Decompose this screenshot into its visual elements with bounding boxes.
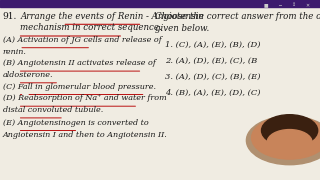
Text: 4. (B), (A), (E), (D), (C): 4. (B), (A), (E), (D), (C)	[165, 89, 260, 97]
Text: ✕: ✕	[306, 2, 310, 7]
Circle shape	[261, 115, 318, 146]
Text: (C) Fall in glomerular blood pressure.: (C) Fall in glomerular blood pressure.	[3, 83, 156, 91]
Text: (D) Reabsorption of Na⁺ and water from: (D) Reabsorption of Na⁺ and water from	[3, 94, 166, 102]
Circle shape	[246, 116, 320, 165]
Text: mechanism in correct sequence.: mechanism in correct sequence.	[20, 23, 162, 32]
Text: 3. (A), (D), (C), (B), (E): 3. (A), (D), (C), (B), (E)	[165, 73, 260, 81]
Text: ■: ■	[263, 2, 268, 7]
Text: ↕: ↕	[292, 2, 296, 7]
Text: (E) Angiotensinogen is converted to: (E) Angiotensinogen is converted to	[3, 119, 148, 127]
Text: given below.: given below.	[155, 24, 210, 33]
Circle shape	[267, 130, 312, 155]
Text: aldosterone.: aldosterone.	[3, 71, 53, 79]
Text: renin.: renin.	[3, 48, 27, 56]
Text: Arrange the events of Renin - Angiotensin: Arrange the events of Renin - Angiotensi…	[20, 12, 204, 21]
Text: distal convoluted tubule.: distal convoluted tubule.	[3, 106, 103, 114]
Text: (A) Activation of JG cells and release of: (A) Activation of JG cells and release o…	[3, 36, 161, 44]
Text: 1. (C), (A), (E), (B), (D): 1. (C), (A), (E), (B), (D)	[165, 40, 260, 48]
Text: Choose the correct answer from the options: Choose the correct answer from the optio…	[155, 12, 320, 21]
Circle shape	[252, 116, 320, 159]
Text: (B) Angiotensin II activates release of: (B) Angiotensin II activates release of	[3, 59, 156, 67]
Bar	[0, 0, 320, 7]
Text: 91.: 91.	[3, 12, 17, 21]
Text: Angiotensin I and then to Angiotensin II.: Angiotensin I and then to Angiotensin II…	[3, 131, 167, 139]
Text: 2. (A), (D), (E), (C), (B: 2. (A), (D), (E), (C), (B	[165, 57, 257, 65]
Text: ─: ─	[278, 2, 281, 7]
